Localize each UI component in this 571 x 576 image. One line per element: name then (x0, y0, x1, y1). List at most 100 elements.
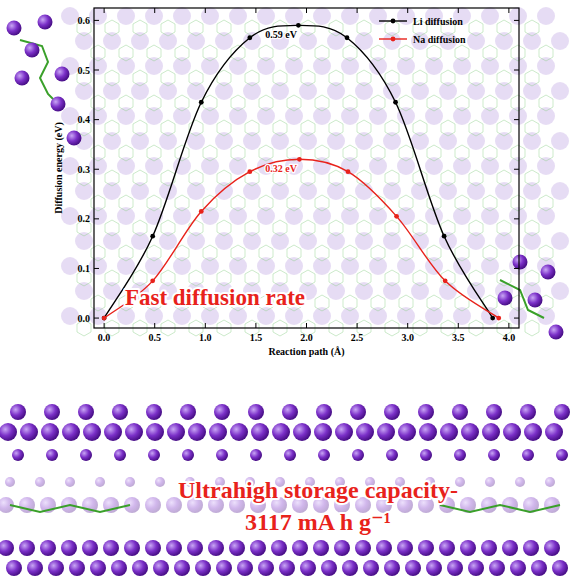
atom (356, 423, 374, 441)
series-point (297, 157, 302, 162)
atom (40, 540, 56, 556)
atom (69, 560, 85, 576)
atom (132, 560, 148, 576)
lattice-atom (495, 82, 513, 100)
atom (44, 404, 60, 420)
atom (397, 540, 413, 556)
lattice-atom (145, 7, 163, 25)
lattice-atom (75, 232, 93, 250)
atom (112, 404, 128, 420)
atom (363, 560, 379, 576)
series-point (393, 100, 398, 105)
atom (145, 497, 161, 513)
lattice-atom (495, 232, 513, 250)
atom (258, 560, 274, 576)
atom (214, 404, 230, 420)
lattice-bond (469, 120, 483, 136)
atom (250, 540, 266, 556)
lattice-bond (217, 220, 231, 236)
lattice-bond (511, 145, 525, 161)
atom (531, 560, 547, 576)
lattice-bond (189, 170, 203, 186)
y-tick (514, 169, 519, 170)
lattice-bond (357, 220, 371, 236)
lattice-bond (497, 70, 511, 86)
lattice-bond (357, 120, 371, 136)
lattice-bond (259, 45, 273, 61)
atom (386, 449, 398, 461)
lattice-bond (245, 270, 259, 286)
lattice-atom (551, 32, 569, 50)
atom-slab (0, 404, 570, 576)
lattice-atom (89, 307, 107, 325)
lattice-atom (117, 7, 135, 25)
lattice-atom (551, 82, 569, 100)
y-tick (94, 70, 99, 71)
atom (350, 404, 366, 420)
atom (7, 21, 22, 36)
lattice-bond (287, 195, 301, 211)
lattice-bond (175, 195, 189, 211)
annotations: 0.59 eV0.32 eVFast diffusion rateUltrahi… (125, 29, 458, 535)
x-tick (407, 8, 408, 13)
lattice-atom (159, 32, 177, 50)
lattice-atom (495, 182, 513, 200)
lattice-bond (343, 45, 357, 61)
lattice-atom (229, 157, 247, 175)
lattice-bond (525, 170, 539, 186)
atom (208, 540, 224, 556)
lattice-bond (483, 45, 497, 61)
lattice-bond (357, 70, 371, 86)
atom (377, 423, 395, 441)
lattice-bond (315, 145, 329, 161)
lattice-atom (453, 207, 471, 225)
lattice-atom (369, 307, 387, 325)
lattice-bond (273, 120, 287, 136)
lattice-bond (133, 20, 147, 36)
atom (447, 560, 463, 576)
lattice-atom (187, 182, 205, 200)
lattice-atom (313, 7, 331, 25)
legend-label: Li diffusion (413, 16, 463, 27)
lattice-bond (511, 195, 525, 211)
lattice-atom (425, 157, 443, 175)
lattice-atom (285, 7, 303, 25)
y-tick (94, 318, 99, 319)
barrier-label: 0.32 eV (265, 163, 297, 174)
lattice-atom (89, 7, 107, 25)
series-point (496, 316, 501, 321)
lattice-atom (355, 182, 373, 200)
lattice-bond (427, 95, 441, 111)
atom (5, 477, 15, 487)
x-tick (306, 8, 307, 13)
series-point (199, 100, 204, 105)
x-tick (508, 323, 509, 328)
lattice-atom (61, 257, 79, 275)
lattice-atom (299, 232, 317, 250)
atom (67, 131, 82, 146)
lattice-atom (355, 132, 373, 150)
lattice-bond (483, 295, 497, 311)
atom (545, 423, 563, 441)
lattice-atom (201, 107, 219, 125)
atom (195, 560, 211, 576)
lattice-atom (159, 82, 177, 100)
lattice-bond (399, 295, 413, 311)
lattice-bond (301, 20, 315, 36)
lattice-atom (187, 132, 205, 150)
atom (420, 449, 432, 461)
y-tick-label: 0.1 (78, 263, 91, 274)
lattice-atom (75, 182, 93, 200)
lattice-atom (551, 232, 569, 250)
lattice-atom (327, 232, 345, 250)
lattice-bond (385, 270, 399, 286)
lattice-atom (383, 132, 401, 150)
atom (216, 560, 232, 576)
lattice-atom (229, 207, 247, 225)
lattice-bond (399, 45, 413, 61)
lattice-atom (495, 132, 513, 150)
atom (454, 449, 466, 461)
headline: Fast diffusion rate (125, 285, 305, 310)
lattice-atom (383, 182, 401, 200)
lattice-atom (229, 257, 247, 275)
